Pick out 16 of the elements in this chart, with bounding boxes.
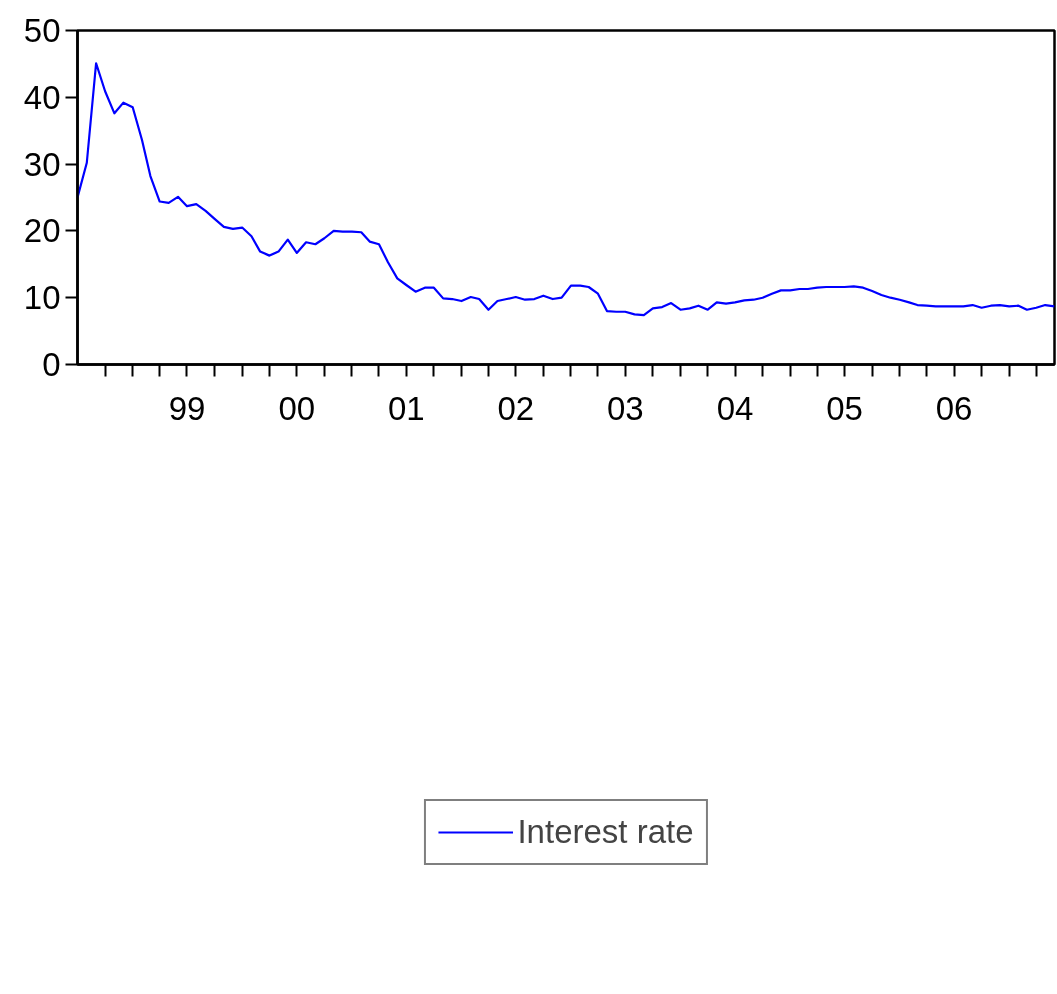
x-tick-label: 06	[935, 389, 973, 427]
x-tick-label: 00	[278, 389, 316, 427]
x-tick-label: 04	[716, 389, 754, 427]
y-tick-label: 30	[23, 145, 61, 183]
x-tick-label: 99	[168, 389, 206, 427]
x-tick-label: 01	[387, 389, 425, 427]
legend-label: Interest rate	[517, 812, 694, 851]
y-tick-label: 40	[23, 78, 61, 116]
x-tick-label: 03	[606, 389, 644, 427]
x-tick-label: 05	[826, 389, 863, 427]
y-tick-label: 20	[23, 212, 61, 250]
y-tick-label: 0	[42, 346, 61, 383]
line-series	[77, 62, 1055, 317]
y-tick-label: 50	[23, 12, 61, 49]
x-tick-label: 02	[497, 389, 535, 427]
y-tick-label: 10	[23, 279, 61, 317]
